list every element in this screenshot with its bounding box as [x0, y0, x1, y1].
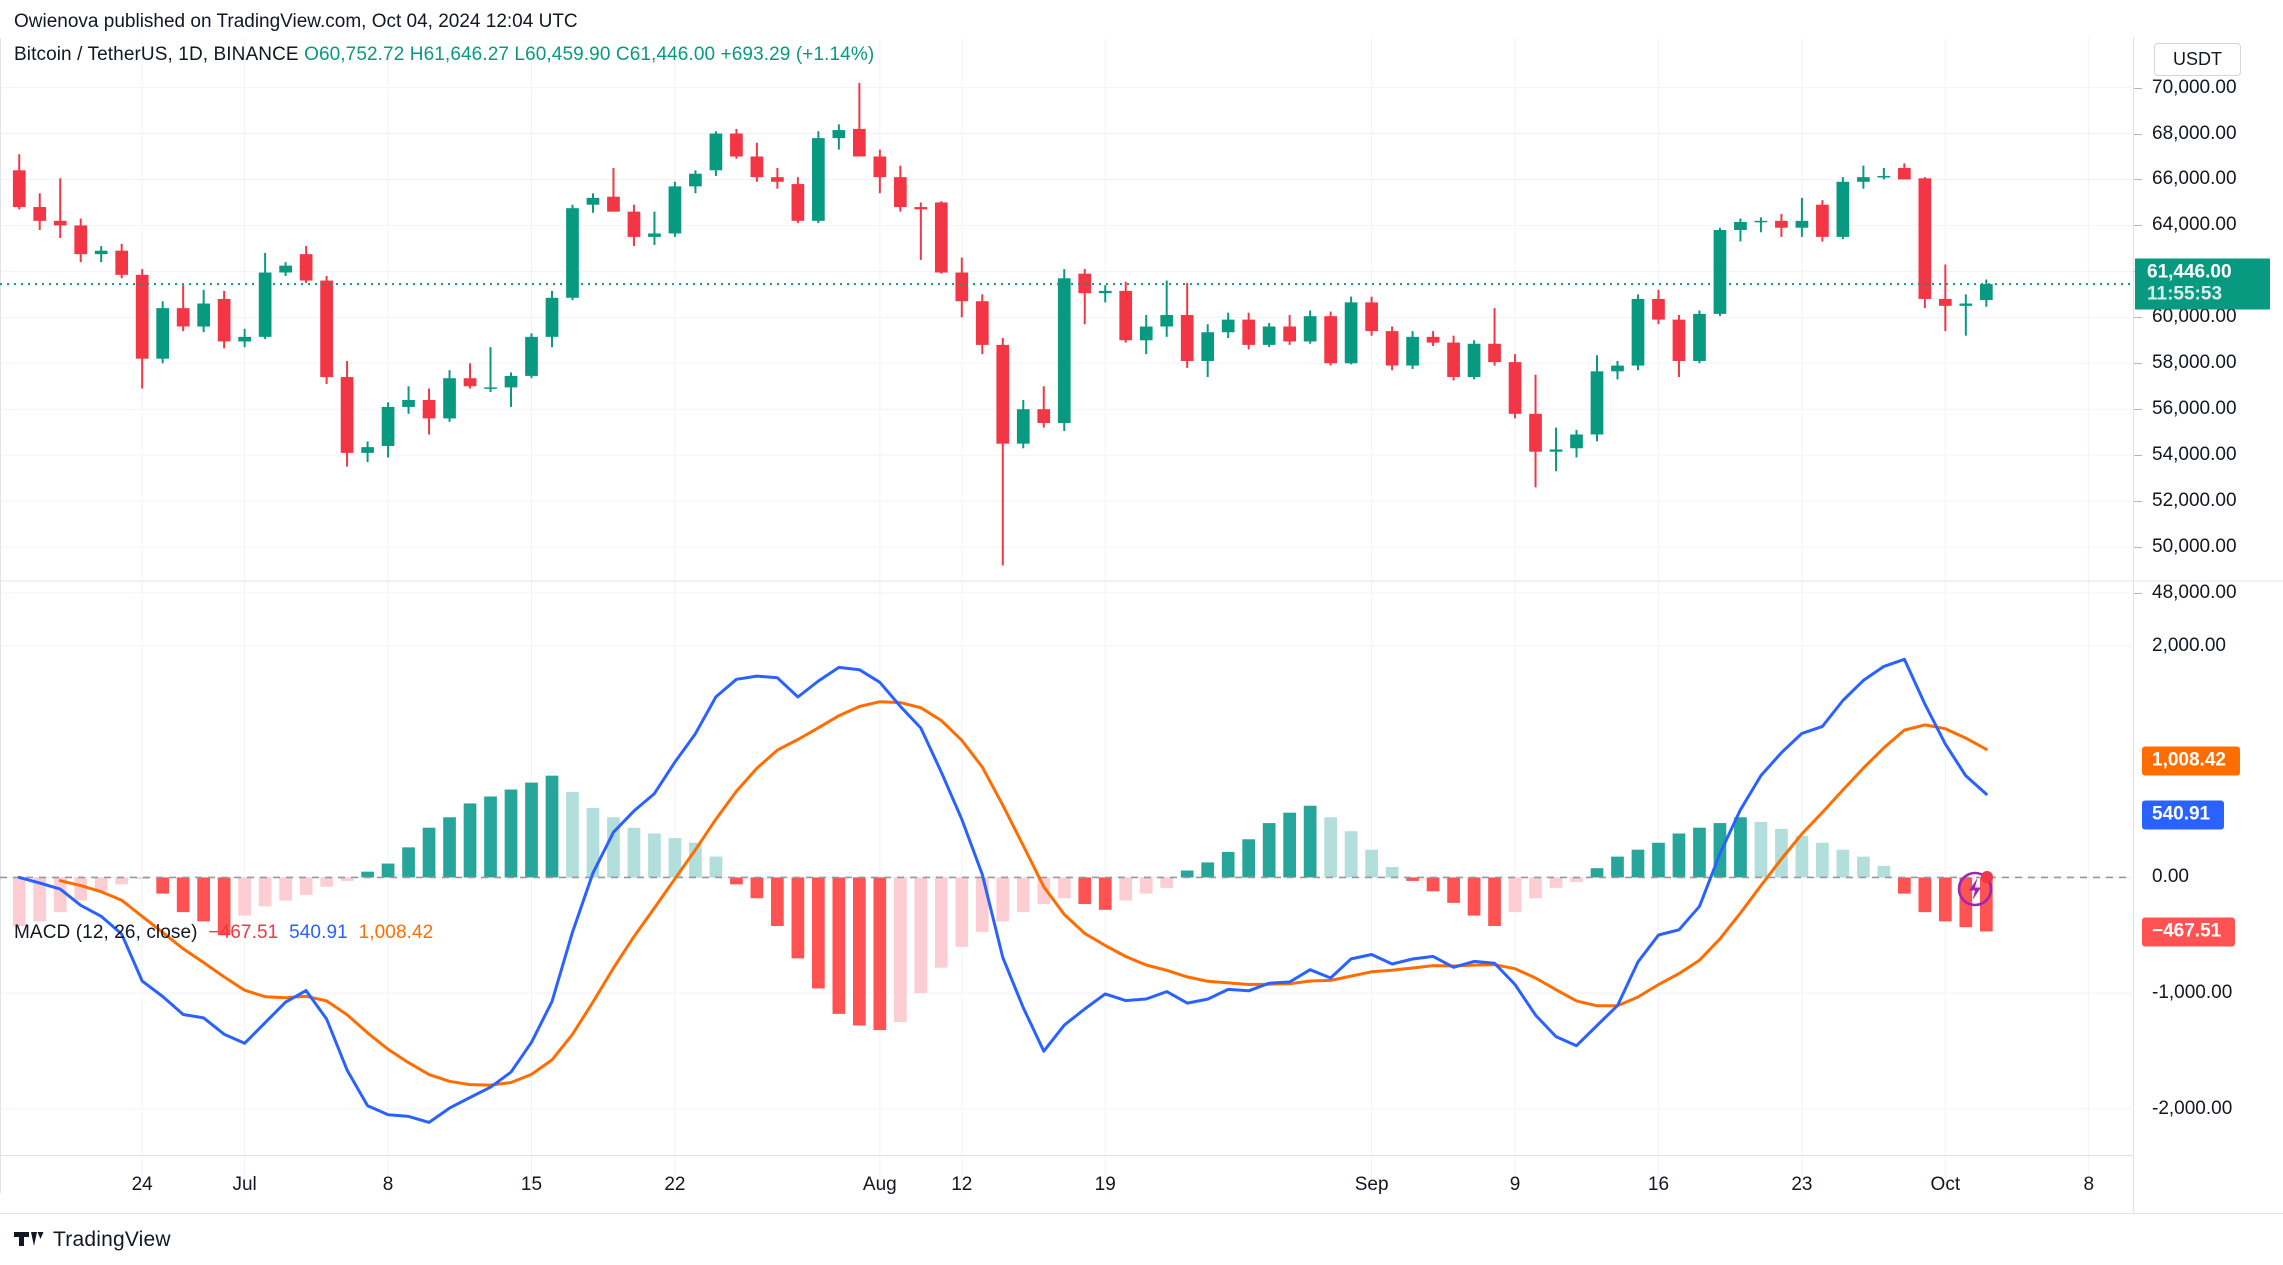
time-tick-label: 9 — [1509, 1174, 1521, 1195]
price-tick-label: 60,000.00 — [2152, 306, 2237, 328]
legend-open: O60,752.72 — [304, 44, 405, 65]
price-tick-label: 70,000.00 — [2152, 76, 2237, 98]
price-tick-mark — [2134, 409, 2142, 411]
price-tick-label: 58,000.00 — [2152, 352, 2237, 374]
price-tick-mark — [2134, 87, 2142, 89]
price-tick-label: 50,000.00 — [2152, 536, 2237, 558]
legend-low: L60,459.90 — [514, 44, 611, 65]
macd-tick-label: 2,000.00 — [2152, 635, 2226, 657]
footer-bar: TradingView — [0, 1213, 2283, 1265]
time-tick-label: 15 — [520, 1174, 543, 1195]
price-tick-label: 54,000.00 — [2152, 444, 2237, 466]
time-tick-label: 16 — [1647, 1174, 1670, 1195]
price-tick-mark — [2134, 363, 2142, 365]
publisher-line: Owienova published on TradingView.com, O… — [14, 11, 578, 32]
tradingview-logo-icon — [14, 1230, 44, 1250]
time-tick-label: 12 — [951, 1174, 973, 1195]
price-tick-mark — [2134, 317, 2142, 319]
time-tick-label: Oct — [1930, 1174, 1961, 1195]
macd-legend-title: MACD (12, 26, close) — [14, 922, 198, 943]
price-tick-mark — [2134, 179, 2142, 181]
legend-change: +693.29 (+1.14%) — [720, 44, 875, 65]
bar-countdown: 11:55:53 — [2147, 283, 2223, 305]
time-tick-label: 23 — [1791, 1174, 1813, 1195]
time-tick-label: Sep — [1354, 1174, 1389, 1195]
macd-line-badge: 540.91 — [2142, 800, 2225, 830]
legend-close: C61,446.00 — [615, 44, 716, 65]
chart-frame[interactable] — [0, 38, 2283, 1213]
price-tick-mark — [2134, 225, 2142, 227]
time-axis[interactable]: 24 Jul 8 15 22 Aug 12 19 Sep 9 16 23 Oct 8 — [0, 1155, 2133, 1213]
price-tick-label: 66,000.00 — [2152, 168, 2237, 190]
tradingview-brand: TradingView — [53, 1227, 171, 1251]
price-tick-mark — [2134, 501, 2142, 503]
macd-hist-value: −467.51 — [208, 922, 279, 943]
price-tick-mark — [2134, 593, 2142, 595]
chart-canvas[interactable] — [0, 38, 2283, 1213]
time-tick-label: 8 — [382, 1174, 394, 1195]
time-tick-label: Jul — [232, 1174, 257, 1195]
macd-line-value: 540.91 — [289, 922, 348, 943]
last-price-value: 61,446.00 — [2147, 261, 2232, 283]
price-tick-mark — [2134, 455, 2142, 457]
price-tick-label: 68,000.00 — [2152, 122, 2237, 144]
macd-tick-label: 0.00 — [2152, 866, 2189, 888]
red-dot-badge-icon — [1981, 871, 1993, 883]
price-tick-mark — [2134, 133, 2142, 135]
macd-tick-label: -1,000.00 — [2152, 982, 2233, 1004]
symbol-legend-title: Bitcoin / TetherUS, 1D, BINANCE — [14, 44, 299, 65]
macd-legend: MACD (12, 26, close) −467.51 540.91 1,00… — [14, 922, 433, 944]
price-tick-label: 64,000.00 — [2152, 214, 2237, 236]
currency-badge[interactable]: USDT — [2154, 43, 2241, 76]
price-tick-label: 48,000.00 — [2152, 582, 2237, 604]
macd-tick-label: -2,000.00 — [2152, 1097, 2233, 1119]
price-tick-label: 52,000.00 — [2152, 490, 2237, 512]
macd-hist-badge: −467.51 — [2142, 917, 2236, 946]
macd-signal-badge: 1,008.42 — [2142, 746, 2240, 776]
last-price-badge: 61,446.00 11:55:53 — [2135, 258, 2270, 310]
symbol-legend: Bitcoin / TetherUS, 1D, BINANCE O60,752.… — [14, 44, 874, 66]
time-tick-label: 19 — [1094, 1174, 1116, 1195]
price-tick-mark — [2134, 547, 2142, 549]
legend-high: H61,646.27 — [409, 44, 510, 65]
macd-signal-value: 1,008.42 — [358, 922, 434, 943]
time-tick-label: 24 — [131, 1174, 153, 1195]
time-tick-label: Aug — [862, 1174, 897, 1195]
lightning-bolt-icon[interactable] — [1954, 866, 2002, 910]
time-tick-label: 22 — [664, 1174, 686, 1195]
price-tick-label: 56,000.00 — [2152, 398, 2237, 420]
time-tick-label: 8 — [2083, 1174, 2095, 1195]
price-scale[interactable]: USDT 70,000.00 68,000.00 66,000.00 64,000.0… — [2133, 38, 2283, 1213]
